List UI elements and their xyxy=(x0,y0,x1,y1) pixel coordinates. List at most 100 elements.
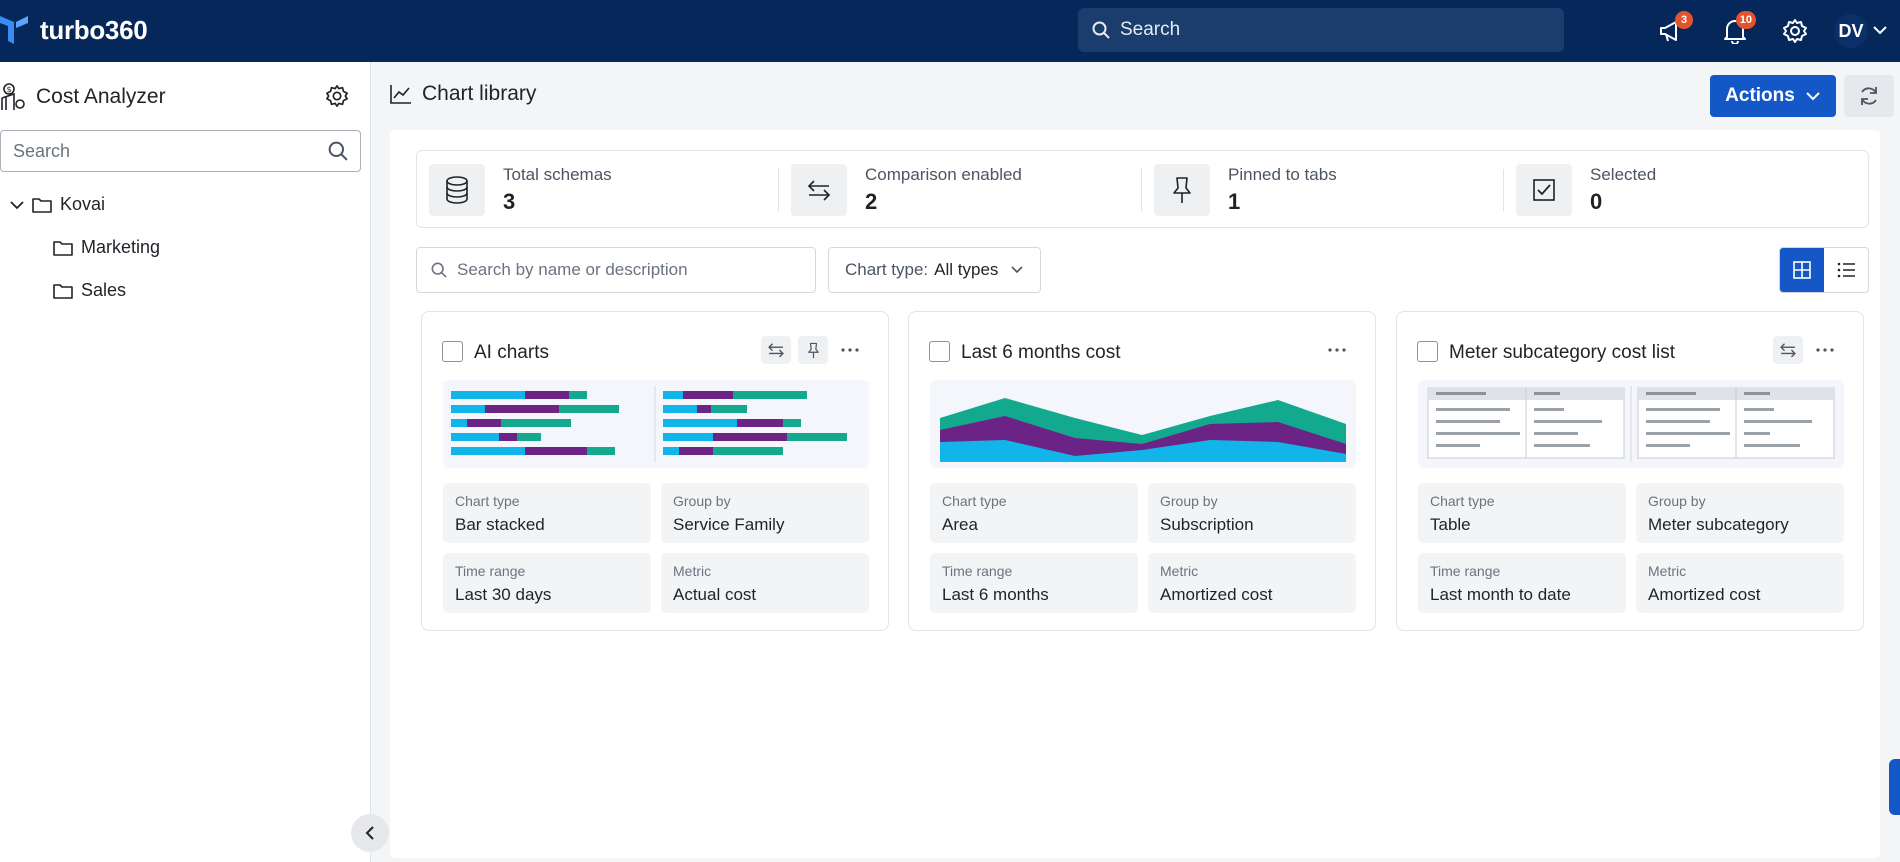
meta-value: Table xyxy=(1430,515,1471,534)
card-select-checkbox[interactable] xyxy=(442,341,463,362)
meta-label: Time range xyxy=(942,563,1013,579)
global-search-label: Search xyxy=(1120,19,1181,40)
more-options-button[interactable] xyxy=(1322,336,1352,364)
announcements-button[interactable]: 3 xyxy=(1655,11,1693,48)
tree-item-label: Marketing xyxy=(81,237,161,257)
stat-total-schemas: Total schemas 3 xyxy=(429,163,612,217)
list-view-button[interactable] xyxy=(1824,248,1868,292)
card-select-checkbox[interactable] xyxy=(929,341,950,362)
search-icon xyxy=(431,262,447,278)
notifications-badge: 10 xyxy=(1735,11,1756,29)
more-options-button[interactable] xyxy=(1810,336,1840,364)
meta-value: Last 30 days xyxy=(455,585,552,604)
card-select-checkbox[interactable] xyxy=(1417,341,1438,362)
grid-view-button[interactable] xyxy=(1780,248,1824,292)
stat-label: Selected xyxy=(1590,165,1657,184)
checkbox-icon xyxy=(1533,179,1555,201)
brand-logo[interactable]: turbo360 xyxy=(0,14,148,46)
sidebar-search-input[interactable] xyxy=(13,140,323,162)
user-avatar[interactable]: DV xyxy=(1834,14,1868,48)
meta-label: Chart type xyxy=(942,493,1007,509)
meta-value: Amortized cost xyxy=(1160,585,1273,604)
page-title: Chart library xyxy=(422,82,537,105)
sidebar-title: Cost Analyzer xyxy=(36,85,166,108)
stacked-bar-preview-graphic xyxy=(451,386,847,462)
stat-value: 3 xyxy=(503,189,516,214)
settings-button[interactable] xyxy=(1778,14,1812,48)
cost-analyzer-icon: $ xyxy=(1,83,25,110)
stat-value: 1 xyxy=(1228,189,1241,214)
tree-item-marketing[interactable]: Marketing xyxy=(53,237,160,258)
more-horizontal-icon xyxy=(1816,348,1834,352)
page-header: Chart library xyxy=(390,82,536,106)
line-chart-icon xyxy=(390,85,411,104)
tree-item-kovai[interactable]: Kovai xyxy=(10,194,105,215)
stat-comparison-enabled: Comparison enabled 2 xyxy=(791,163,1022,217)
global-search[interactable]: Search xyxy=(1078,8,1564,52)
chart-type-dropdown[interactable]: Chart type: All types xyxy=(828,247,1041,293)
stat-label: Comparison enabled xyxy=(865,165,1022,184)
refresh-button[interactable] xyxy=(1844,75,1894,117)
chevron-down-icon[interactable] xyxy=(10,200,24,210)
chevron-left-icon xyxy=(365,826,374,840)
chart-search-input[interactable] xyxy=(457,260,797,280)
meta-chart-type: Chart type Table xyxy=(1418,483,1626,543)
card-title: Last 6 months cost xyxy=(961,342,1121,363)
notifications-button[interactable]: 10 xyxy=(1718,11,1756,48)
stacked-bar-preview xyxy=(443,380,869,468)
chart-card-ai-charts[interactable]: AI charts xyxy=(421,311,889,631)
meta-metric: Metric Actual cost xyxy=(661,553,869,613)
tree-item-sales[interactable]: Sales xyxy=(53,280,126,301)
pin-icon xyxy=(1173,177,1191,203)
sidebar-header: $ Cost Analyzer xyxy=(0,82,166,112)
search-icon[interactable] xyxy=(328,141,348,161)
database-icon xyxy=(446,176,468,204)
table-preview-graphic xyxy=(1427,386,1835,462)
megaphone-icon xyxy=(1660,21,1677,42)
chart-card-last-6-months-cost[interactable]: Last 6 months cost Chart type Area Group… xyxy=(908,311,1376,631)
sidebar-collapse-button[interactable] xyxy=(351,814,389,852)
meta-metric: Metric Amortized cost xyxy=(1148,553,1356,613)
meta-value: Meter subcategory xyxy=(1648,515,1789,534)
meta-value: Bar stacked xyxy=(455,515,545,534)
search-icon xyxy=(1092,21,1110,39)
area-preview xyxy=(930,380,1356,468)
gear-icon xyxy=(1783,19,1807,43)
meta-label: Metric xyxy=(1160,563,1199,579)
meta-label: Time range xyxy=(455,563,526,579)
meta-time-range: Time range Last month to date xyxy=(1418,553,1626,613)
meta-chart-type: Chart type Area xyxy=(930,483,1138,543)
meta-value: Area xyxy=(942,515,978,534)
more-horizontal-icon xyxy=(1328,348,1346,352)
sidebar-settings-gear-icon[interactable] xyxy=(325,84,349,108)
chevron-down-icon xyxy=(1806,92,1820,101)
meta-time-range: Time range Last 6 months xyxy=(930,553,1138,613)
chart-type-label: Chart type: xyxy=(845,260,929,279)
folder-icon xyxy=(53,283,73,299)
meta-group-by: Group by Service Family xyxy=(661,483,869,543)
pin-button[interactable] xyxy=(798,336,828,364)
top-bar: turbo360 Search 3 10 DV xyxy=(0,0,1900,62)
area-preview-graphic xyxy=(940,398,1346,462)
actions-button[interactable]: Actions xyxy=(1710,75,1836,117)
actions-label: Actions xyxy=(1725,85,1795,106)
more-options-button[interactable] xyxy=(835,336,865,364)
card-title: Meter subcategory cost list xyxy=(1449,342,1675,363)
stats-bar: Total schemas 3 Comparison enabled 2 xyxy=(416,150,1869,228)
meta-value: Last month to date xyxy=(1430,585,1571,604)
swap-arrows-icon xyxy=(768,343,784,358)
divider xyxy=(1503,169,1504,211)
comparison-toggle-button[interactable] xyxy=(761,336,791,364)
meta-label: Metric xyxy=(673,563,712,579)
feedback-side-tab[interactable] xyxy=(1889,759,1900,815)
chevron-down-icon[interactable] xyxy=(1872,24,1888,36)
comparison-toggle-button[interactable] xyxy=(1773,336,1803,364)
grid-icon xyxy=(1793,261,1811,279)
meta-label: Metric xyxy=(1648,563,1687,579)
meta-value: Actual cost xyxy=(673,585,757,604)
meta-metric: Metric Amortized cost xyxy=(1636,553,1844,613)
meta-value: Last 6 months xyxy=(942,585,1049,604)
chart-card-meter-subcategory-cost-list[interactable]: Meter subcategory cost list xyxy=(1396,311,1864,631)
meta-value: Amortized cost xyxy=(1648,585,1761,604)
table-preview xyxy=(1418,380,1844,468)
